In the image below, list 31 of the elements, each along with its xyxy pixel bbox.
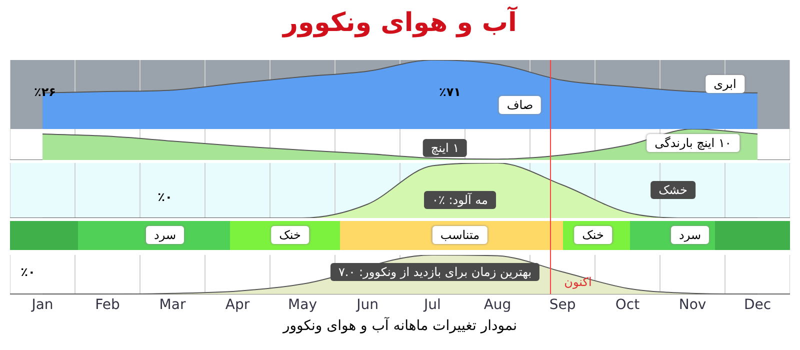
annotation: خشک — [650, 181, 696, 199]
annotation: ۱۰ اینچ بارندگی — [646, 134, 740, 152]
x-tick-label: Jan — [30, 297, 54, 314]
annotation: بهترین زمان برای بازدید از ونکوور: ۷.۰ — [330, 263, 540, 281]
annotation: ٪۰ — [20, 264, 36, 281]
text: متناسب — [432, 226, 488, 244]
x-tick-label: Feb — [95, 297, 120, 314]
annotation: ابری — [706, 75, 744, 93]
text: سرد — [146, 226, 184, 244]
x-tick-label: May — [288, 297, 317, 314]
x-tick-label: Aug — [484, 297, 512, 314]
x-tick-label: Mar — [159, 297, 186, 314]
chart-title: آب و هوای ونکوور — [280, 8, 518, 38]
x-tick-label: Apr — [225, 297, 250, 314]
x-tick-label: Dec — [744, 297, 772, 314]
text: خنک — [271, 226, 309, 244]
annotation: ۱ اینچ — [422, 139, 468, 157]
x-tick-label: Sep — [549, 297, 576, 314]
x-tick-label: Oct — [615, 297, 640, 314]
annotation: ٪۷۱ — [438, 84, 462, 101]
annotation: مه آلود: ٪۰ — [424, 191, 496, 209]
annotation: ٪۰ — [156, 189, 174, 206]
annotation: صاف — [498, 96, 542, 114]
x-tick-label: Jun — [356, 297, 378, 314]
x-tick-label: Jul — [423, 297, 441, 314]
x-axis-title: نمودار تغییرات ماهانه آب و هوای ونکوور — [281, 318, 518, 334]
text: سرد — [670, 226, 710, 244]
annotation: اکنون — [563, 274, 593, 291]
text: خنک — [574, 226, 612, 244]
x-tick-label: Nov — [678, 297, 706, 314]
annotation: ٪۲۶ — [33, 84, 57, 101]
